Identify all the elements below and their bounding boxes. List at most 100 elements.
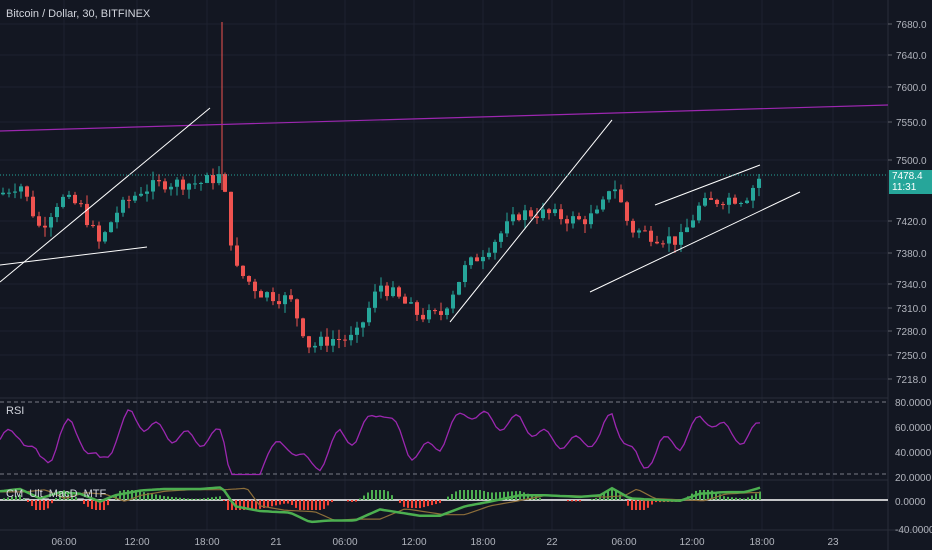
macd-histogram-bar — [183, 498, 185, 500]
candle-up — [493, 241, 497, 253]
candle-up — [703, 198, 707, 206]
macd-histogram-bar — [167, 496, 169, 500]
candle-down — [721, 204, 725, 206]
candle-up — [691, 220, 695, 228]
macd-histogram-bar — [631, 500, 633, 510]
macd-histogram-bar — [311, 500, 313, 510]
macd-histogram-bar — [423, 500, 425, 508]
macd-histogram-bar — [143, 492, 145, 500]
candle-up — [727, 197, 731, 205]
candle-down — [85, 203, 89, 226]
candle-down — [643, 230, 647, 232]
candle-down — [433, 310, 437, 312]
macd-histogram-bar — [327, 500, 329, 506]
macd-histogram-bar — [391, 495, 393, 500]
macd-histogram-bar — [723, 496, 725, 500]
trendline — [449, 119, 613, 323]
macd-histogram-bar — [403, 500, 405, 507]
macd-histogram-bar — [747, 497, 749, 500]
candle-up — [217, 174, 221, 184]
candle-down — [583, 219, 587, 225]
macd-histogram-bar — [379, 490, 381, 500]
macd-histogram-bar — [135, 490, 137, 500]
time-tick-label: 22 — [546, 537, 558, 548]
macd-histogram-bar — [471, 490, 473, 500]
macd-histogram-bar — [731, 497, 733, 500]
candle-down — [475, 257, 479, 262]
candle-up — [7, 192, 11, 194]
macd-histogram-bar — [387, 491, 389, 500]
macd-histogram-bar — [7, 497, 9, 500]
macd-histogram-bar — [67, 491, 69, 500]
candle-down — [325, 336, 329, 346]
macd-histogram-bar — [579, 500, 581, 502]
candle-up — [409, 302, 413, 304]
candle-up — [55, 206, 59, 218]
macd-histogram-bar — [727, 496, 729, 500]
candle-up — [601, 199, 605, 210]
channel-line-upper — [654, 164, 761, 206]
macd-histogram-bar — [319, 500, 321, 510]
macd-histogram-bar — [463, 490, 465, 500]
time-tick-label: 18:00 — [470, 537, 495, 548]
rsi-tick-label: 20.0000 — [895, 473, 932, 484]
macd-histogram-bar — [251, 500, 253, 510]
macd-histogram-bar — [27, 500, 29, 503]
macd-histogram-bar — [83, 500, 85, 504]
macd-histogram-bar — [315, 500, 317, 510]
candle-up — [283, 295, 287, 305]
candle-up — [361, 322, 365, 328]
candle-up — [511, 214, 515, 222]
time-tick-label: 06:00 — [332, 537, 357, 548]
macd-histogram-bar — [307, 500, 309, 510]
candle-up — [757, 178, 761, 188]
candle-up — [13, 191, 17, 193]
candle-down — [649, 230, 653, 242]
candle-up — [49, 217, 53, 228]
candle-down — [403, 296, 407, 304]
bar-countdown: 11:31 — [892, 182, 917, 193]
candle-up — [205, 175, 209, 183]
macd-histogram-bar — [175, 497, 177, 500]
macd-histogram-bar — [459, 490, 461, 500]
candle-up — [151, 180, 155, 192]
candle-up — [121, 199, 125, 213]
candle-up — [505, 221, 509, 234]
macd-histogram-bar — [363, 495, 365, 500]
candle-down — [301, 318, 305, 337]
macd-histogram-bar — [647, 500, 649, 508]
macd-label[interactable]: CM_Ult_MacD_MTF — [6, 488, 107, 500]
macd-histogram-bar — [447, 496, 449, 500]
price-tick-label: 7280.0 — [896, 327, 927, 338]
macd-histogram-bar — [371, 490, 373, 500]
macd-histogram-bar — [639, 500, 641, 510]
macd-histogram-bar — [475, 490, 477, 500]
macd-histogram-bar — [435, 500, 437, 505]
macd-histogram-bar — [91, 500, 93, 510]
rsi-tick-label: 80.0000 — [895, 398, 932, 409]
macd-histogram-bar — [63, 490, 65, 500]
symbol-title[interactable]: Bitcoin / Dollar, 30, BITFINEX — [6, 8, 151, 20]
macd-histogram-bar — [487, 492, 489, 500]
macd-histogram-bar — [303, 500, 305, 510]
time-tick-label: 18:00 — [194, 537, 219, 548]
macd-histogram-bar — [239, 500, 241, 510]
macd-histogram-bar — [203, 498, 205, 500]
macd-histogram-bar — [283, 500, 285, 504]
macd-histogram-bar — [735, 497, 737, 500]
candle-down — [211, 175, 215, 184]
candle-up — [193, 183, 197, 185]
candle-down — [517, 214, 521, 221]
candle-up — [367, 307, 371, 323]
candle-up — [133, 195, 137, 201]
rsi-label[interactable]: RSI — [6, 405, 25, 417]
macd-histogram-bar — [263, 500, 265, 508]
macd-histogram-bar — [607, 490, 609, 500]
candle-up — [667, 236, 671, 244]
price-tick-label: 7310.0 — [896, 304, 927, 315]
current-price-value: 7478.4 — [892, 171, 923, 182]
macd-histogram-bar — [407, 500, 409, 508]
candle-up — [463, 265, 467, 283]
